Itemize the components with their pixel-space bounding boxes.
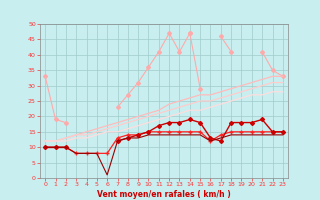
X-axis label: Vent moyen/en rafales ( km/h ): Vent moyen/en rafales ( km/h ) bbox=[97, 190, 231, 199]
